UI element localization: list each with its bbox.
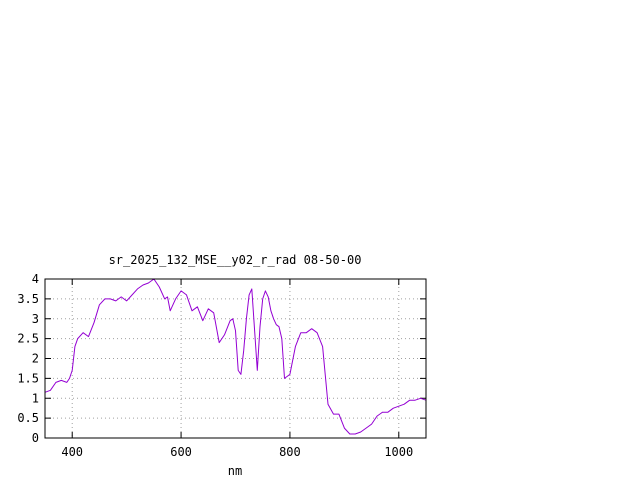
y-tick-label: 3 <box>32 312 39 326</box>
y-tick-label: 0.5 <box>17 411 39 425</box>
y-tick-label: 3.5 <box>17 292 39 306</box>
series-line <box>44 278 427 435</box>
plot-frame <box>44 278 427 439</box>
x-tick-label: 800 <box>279 445 301 459</box>
chart-title: sr_2025_132_MSE__y02_r_rad 08-50-00 <box>109 253 362 267</box>
y-tick-label: 1.5 <box>17 371 39 385</box>
x-tick-label: 600 <box>170 445 192 459</box>
series-layer <box>44 278 427 435</box>
x-tick-label: 400 <box>61 445 83 459</box>
grid <box>45 279 426 438</box>
y-tick-label: 0 <box>32 431 39 445</box>
y-tick-label: 4 <box>32 272 39 286</box>
x-axis-label: nm <box>228 464 242 478</box>
y-tick-label: 2 <box>32 352 39 366</box>
y-tick-label: 2.5 <box>17 332 39 346</box>
y-tick-label: 1 <box>32 391 39 405</box>
x-tick-label: 1000 <box>384 445 413 459</box>
axis-ticks: 0 0.5 1 1.5 2 2.5 3 3.5 4 400 600 800 1000 <box>17 272 426 459</box>
